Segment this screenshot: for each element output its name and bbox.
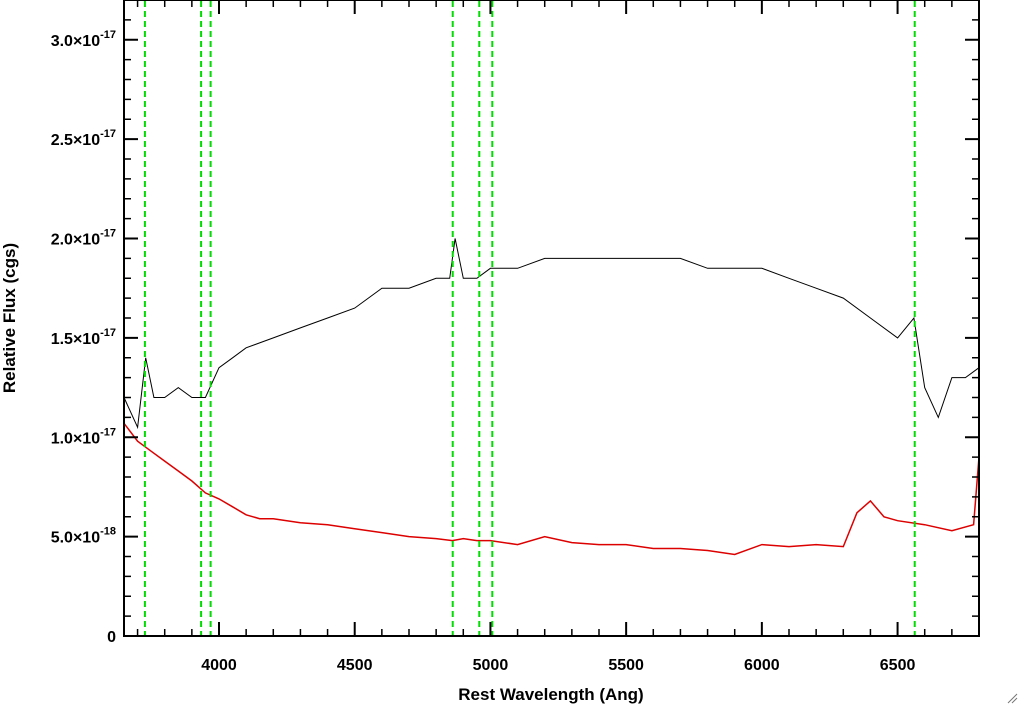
x-tick-label: 4500 — [337, 657, 373, 674]
plot-frame — [123, 0, 980, 637]
resize-grip-icon[interactable] — [1006, 692, 1018, 704]
y-tick-label: 5.0×10-18 — [51, 526, 116, 547]
traces-layer — [123, 238, 980, 556]
y-tick-label: 0 — [107, 629, 116, 646]
series-1-line — [123, 422, 980, 556]
x-tick-label: 5000 — [473, 657, 509, 674]
x-tick-label: 6000 — [744, 657, 780, 674]
x-axis-title: Rest Wavelength (Ang) — [458, 685, 643, 704]
y-tick-label: 2.0×10-17 — [51, 228, 116, 249]
y-tick-label: 2.5×10-17 — [51, 128, 116, 149]
x-tick-label: 6500 — [880, 657, 916, 674]
y-tick-label: 1.5×10-17 — [51, 327, 116, 348]
y-tick-label: 3.0×10-17 — [51, 29, 116, 50]
x-tick-label: 4000 — [201, 657, 237, 674]
y-axis-title: Relative Flux (cgs) — [0, 243, 19, 393]
y-axis-ticks: 0 5.0×10-18 1.0×10-17 1.5×10-17 2.0×10-17 2.5… — [51, 19, 979, 646]
series-0-line — [123, 238, 980, 430]
reference-lines-layer — [143, 1, 916, 635]
y-tick-label: 1.0×10-17 — [51, 426, 116, 447]
x-axis-ticks: 4000 4500 5000 5500 6000 6500 — [136, 0, 980, 674]
x-tick-label: 5500 — [608, 657, 644, 674]
